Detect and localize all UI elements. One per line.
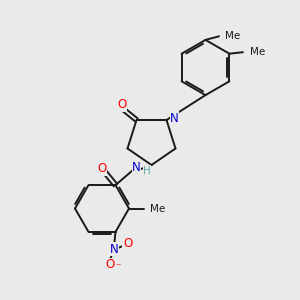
Text: N: N	[170, 112, 179, 125]
Text: Me: Me	[250, 47, 266, 57]
Text: N: N	[132, 160, 141, 174]
Text: H: H	[143, 166, 151, 176]
Text: ⁻: ⁻	[115, 262, 121, 272]
Text: O: O	[98, 162, 106, 175]
Text: Me: Me	[150, 203, 165, 214]
Text: O: O	[123, 237, 132, 250]
Text: O: O	[117, 98, 126, 112]
Text: O: O	[105, 258, 114, 272]
Text: N: N	[110, 243, 118, 256]
Text: Me: Me	[225, 31, 240, 41]
